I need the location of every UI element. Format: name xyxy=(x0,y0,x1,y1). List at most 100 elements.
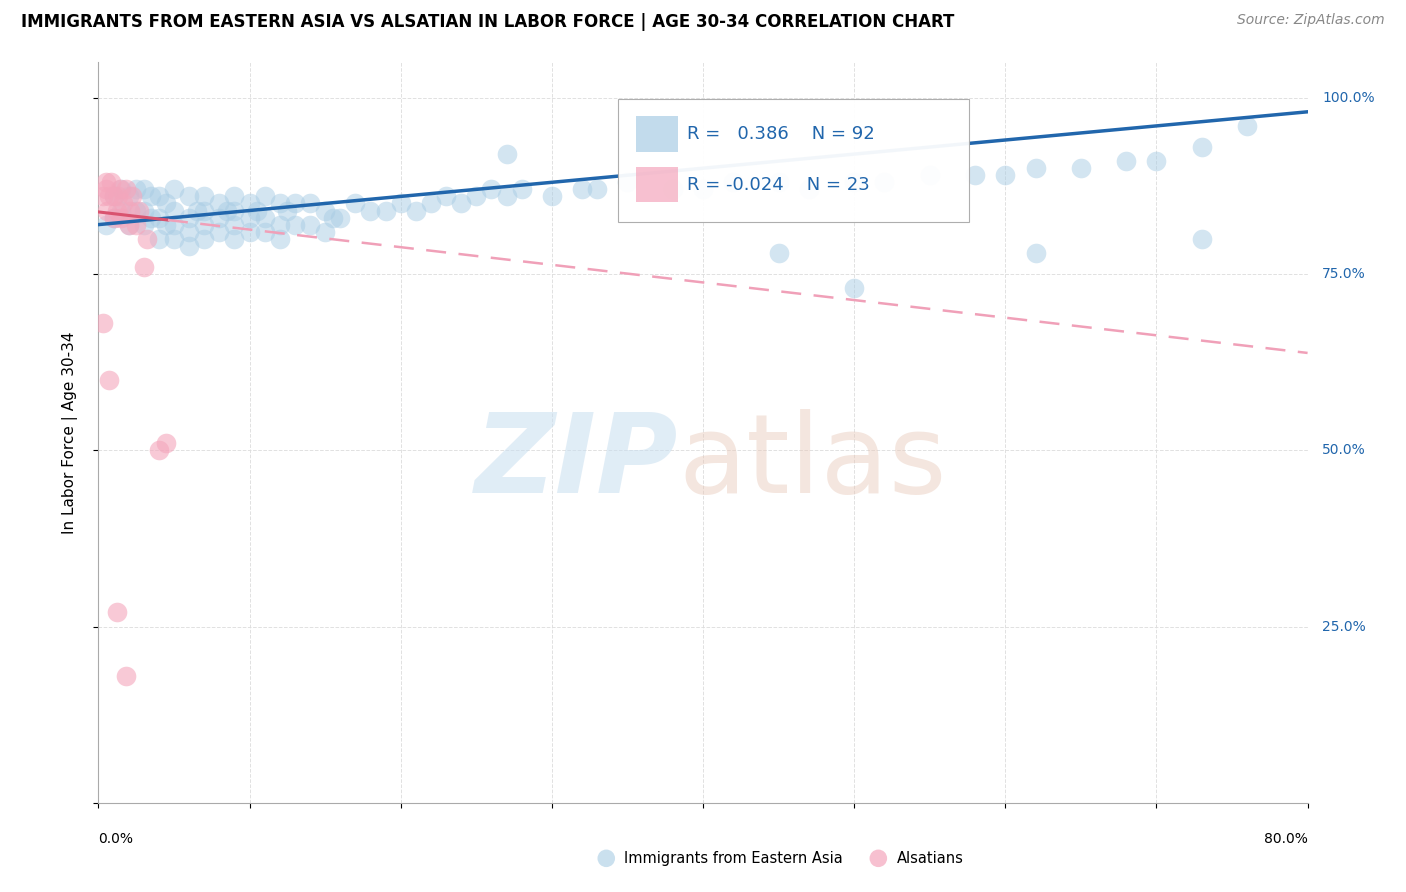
Point xyxy=(405,203,427,218)
Point xyxy=(105,203,128,218)
Point xyxy=(224,218,246,232)
Text: Alsatians: Alsatians xyxy=(897,851,963,866)
Point xyxy=(94,175,117,189)
Point xyxy=(91,189,114,203)
Point xyxy=(299,196,322,211)
Point xyxy=(253,189,276,203)
Point xyxy=(420,196,443,211)
Point xyxy=(141,211,163,225)
Text: 80.0%: 80.0% xyxy=(1264,832,1308,847)
Point xyxy=(155,218,177,232)
Point xyxy=(100,175,122,189)
Point xyxy=(844,175,866,189)
Point xyxy=(108,182,131,196)
Point xyxy=(110,203,132,218)
Point xyxy=(98,373,121,387)
Point xyxy=(465,189,488,203)
Point xyxy=(132,203,155,218)
Point xyxy=(114,669,136,683)
Point xyxy=(797,182,820,196)
Text: R = -0.024    N = 23: R = -0.024 N = 23 xyxy=(688,176,870,194)
Point xyxy=(215,203,238,218)
Point xyxy=(125,182,148,196)
Y-axis label: In Labor Force | Age 30-34: In Labor Force | Age 30-34 xyxy=(62,331,77,534)
Point xyxy=(239,196,262,211)
Point xyxy=(224,203,246,218)
Point xyxy=(314,203,336,218)
Text: ZIP: ZIP xyxy=(475,409,679,516)
Point xyxy=(224,232,246,246)
Point xyxy=(873,175,896,189)
Point xyxy=(94,182,117,196)
Point xyxy=(107,189,129,203)
Point xyxy=(96,203,118,218)
Point xyxy=(94,218,117,232)
Point xyxy=(450,196,472,211)
Point xyxy=(322,211,344,225)
Point xyxy=(284,218,307,232)
Point xyxy=(661,182,683,196)
Point xyxy=(132,218,155,232)
Point xyxy=(616,175,638,189)
Text: 75.0%: 75.0% xyxy=(1322,267,1365,281)
Point xyxy=(374,203,396,218)
Point xyxy=(148,443,170,458)
Point xyxy=(844,281,866,295)
Point xyxy=(269,232,291,246)
Point xyxy=(179,225,201,239)
Point xyxy=(114,182,136,196)
Point xyxy=(965,168,987,182)
Text: 25.0%: 25.0% xyxy=(1322,620,1365,633)
Point xyxy=(110,211,132,225)
Point xyxy=(105,606,128,620)
Point xyxy=(103,189,125,203)
Text: 50.0%: 50.0% xyxy=(1322,443,1365,458)
Point xyxy=(495,147,517,161)
Point xyxy=(186,203,208,218)
Point xyxy=(118,218,141,232)
Point xyxy=(253,211,276,225)
FancyBboxPatch shape xyxy=(619,99,969,221)
Point xyxy=(239,225,262,239)
Point xyxy=(481,182,503,196)
Text: R =   0.386    N = 92: R = 0.386 N = 92 xyxy=(688,125,875,144)
Point xyxy=(208,225,231,239)
Point xyxy=(103,211,125,225)
Point xyxy=(918,168,941,182)
Point xyxy=(193,203,215,218)
Point xyxy=(495,189,517,203)
Point xyxy=(360,203,382,218)
Point xyxy=(329,211,352,225)
Point xyxy=(389,196,412,211)
Point xyxy=(1236,119,1258,133)
Point xyxy=(994,168,1017,182)
Point xyxy=(103,189,125,203)
Point xyxy=(125,218,148,232)
Point xyxy=(118,218,141,232)
Point xyxy=(132,260,155,274)
Point xyxy=(155,436,177,450)
FancyBboxPatch shape xyxy=(637,167,678,202)
Point xyxy=(163,218,186,232)
Point xyxy=(128,203,150,218)
Point xyxy=(1024,161,1046,176)
Point xyxy=(224,189,246,203)
Point xyxy=(163,182,186,196)
Point xyxy=(768,175,790,189)
Point xyxy=(586,182,609,196)
Point xyxy=(208,196,231,211)
Point xyxy=(125,203,148,218)
Text: Source: ZipAtlas.com: Source: ZipAtlas.com xyxy=(1237,13,1385,28)
Point xyxy=(269,196,291,211)
Text: 0.0%: 0.0% xyxy=(98,832,134,847)
Point xyxy=(253,225,276,239)
Point xyxy=(132,182,155,196)
Point xyxy=(111,196,134,211)
Point xyxy=(148,211,170,225)
Point xyxy=(148,232,170,246)
Point xyxy=(344,196,367,211)
Text: IMMIGRANTS FROM EASTERN ASIA VS ALSATIAN IN LABOR FORCE | AGE 30-34 CORRELATION : IMMIGRANTS FROM EASTERN ASIA VS ALSATIAN… xyxy=(21,13,955,31)
Point xyxy=(1070,161,1092,176)
Point xyxy=(179,189,201,203)
Point xyxy=(193,232,215,246)
